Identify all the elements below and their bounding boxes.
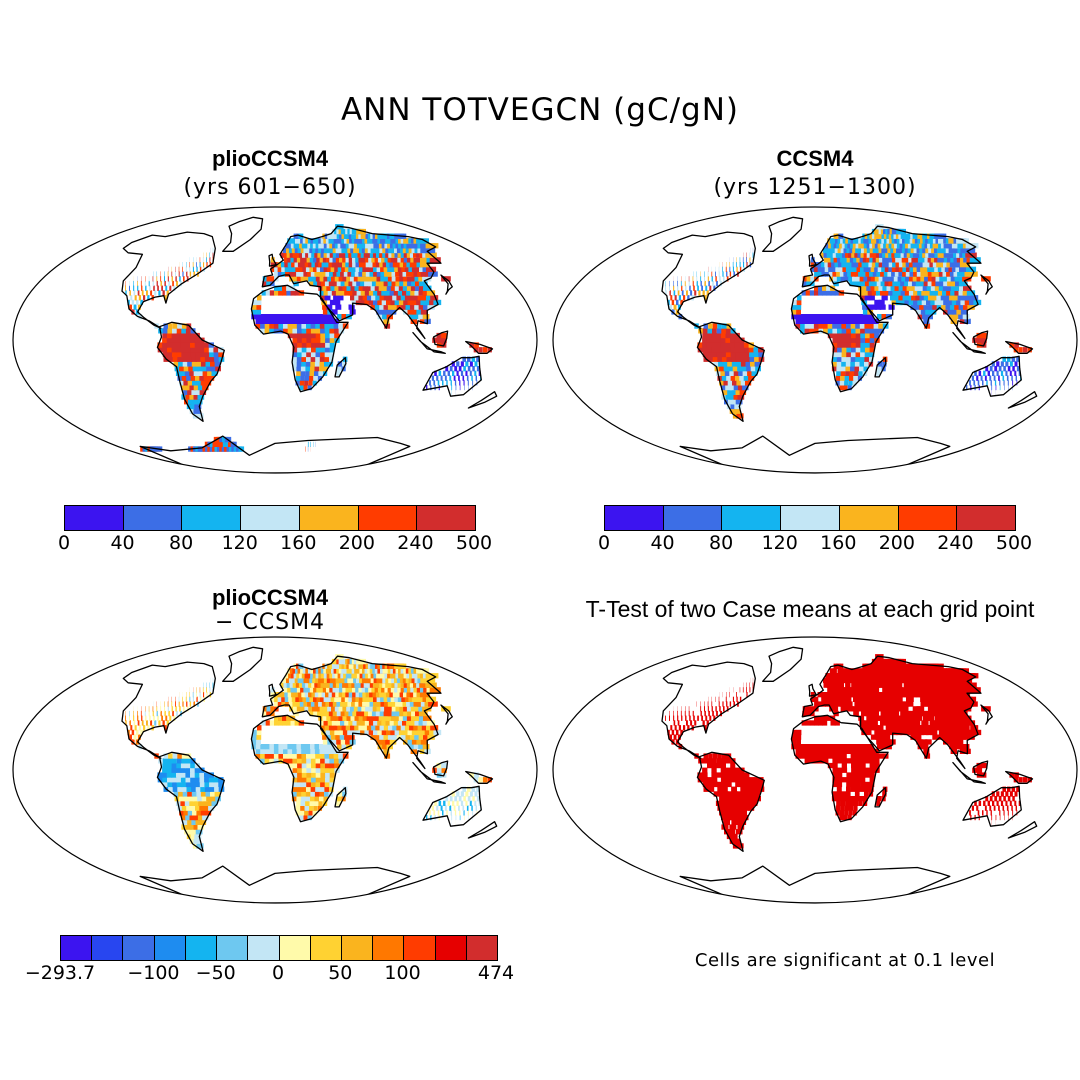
- panel1-subtitle: (yrs 601−650): [183, 175, 357, 200]
- colorbar-difference-swatch: [248, 936, 280, 960]
- colorbar-difference-tick-label: 474: [477, 962, 515, 984]
- colorbar-ccsm4-tick-label: 0: [597, 532, 611, 554]
- colorbar-difference-tick-label: −100: [127, 962, 180, 984]
- colorbar-difference-swatch: [341, 936, 374, 960]
- colorbar-ccsm4-tick-label: 120: [761, 532, 798, 554]
- colorbar-ccsm4-swatch: [722, 506, 782, 530]
- map-ttest: [552, 636, 1078, 904]
- colorbar-ccsm4-ticks: 0 40 80 120 160 200 240 500: [598, 532, 1032, 556]
- map-difference: [12, 636, 538, 904]
- colorbar-difference-tick-label: 0: [271, 962, 285, 984]
- colorbar-plioccsm4: [64, 505, 476, 531]
- colorbar-plioccsm4-swatch: [299, 506, 359, 530]
- significance-note: Cells are significant at 0.1 level: [694, 950, 996, 971]
- panel2-subtitle: (yrs 1251−1300): [713, 175, 917, 200]
- colorbar-difference: [60, 935, 498, 961]
- colorbar-difference-tick-label: −293.7: [24, 962, 96, 984]
- colorbar-plioccsm4-tick-label: 240: [397, 532, 434, 554]
- panel3-subtitle: − CCSM4: [214, 610, 326, 635]
- colorbar-ccsm4-tick-label: 240: [937, 532, 974, 554]
- colorbar-difference-ticks: −293.7 −100 −50 0 50 100 474: [25, 962, 514, 986]
- colorbar-ccsm4: [604, 505, 1016, 531]
- colorbar-plioccsm4-tick-label: 0: [57, 532, 71, 554]
- colorbar-ccsm4-tick-label: 200: [878, 532, 915, 554]
- figure-title: ANN TOTVEGCN (gC/gN): [340, 92, 740, 128]
- map-ccsm4: [552, 206, 1078, 474]
- colorbar-difference-swatch: [435, 936, 467, 960]
- panel4-title: T-Test of two Case means at each grid po…: [585, 596, 1035, 622]
- colorbar-plioccsm4-swatch: [123, 506, 183, 530]
- colorbar-plioccsm4-ticks: 0 40 80 120 160 200 240 500: [58, 532, 492, 556]
- colorbar-ccsm4-swatch: [898, 506, 958, 530]
- colorbar-difference-tick-label: −50: [195, 962, 236, 984]
- colorbar-difference-swatch: [279, 936, 311, 960]
- colorbar-plioccsm4-swatch: [182, 506, 242, 530]
- colorbar-difference-tick-label: 100: [384, 962, 421, 984]
- colorbar-ccsm4-swatch: [957, 506, 1016, 530]
- colorbar-ccsm4-tick-label: 80: [709, 532, 734, 554]
- map-plioccsm4: [12, 206, 538, 474]
- colorbar-ccsm4-swatch: [605, 506, 664, 530]
- colorbar-plioccsm4-swatch: [358, 506, 418, 530]
- colorbar-difference-swatch: [154, 936, 186, 960]
- colorbar-difference-swatch: [310, 936, 342, 960]
- colorbar-plioccsm4-swatch: [241, 506, 300, 530]
- colorbar-ccsm4-swatch: [781, 506, 840, 530]
- colorbar-plioccsm4-tick-label: 80: [169, 532, 194, 554]
- colorbar-difference-swatch: [61, 936, 93, 960]
- colorbar-ccsm4-tick-label: 40: [650, 532, 675, 554]
- panel3-title: plioCCSM4: [211, 585, 329, 610]
- colorbar-plioccsm4-tick-label: 40: [110, 532, 135, 554]
- colorbar-difference-swatch: [123, 936, 155, 960]
- colorbar-difference-swatch: [404, 936, 436, 960]
- colorbar-ccsm4-tick-label: 500: [995, 532, 1033, 554]
- panel2-title: CCSM4: [776, 146, 854, 171]
- colorbar-difference-swatch: [185, 936, 218, 960]
- colorbar-difference-swatch: [92, 936, 124, 960]
- colorbar-ccsm4-tick-label: 160: [820, 532, 857, 554]
- colorbar-plioccsm4-tick-label: 500: [455, 532, 493, 554]
- colorbar-difference-swatch: [466, 936, 498, 960]
- colorbar-ccsm4-swatch: [663, 506, 723, 530]
- colorbar-plioccsm4-swatch: [65, 506, 124, 530]
- colorbar-plioccsm4-tick-label: 160: [280, 532, 317, 554]
- colorbar-plioccsm4-swatch: [417, 506, 476, 530]
- colorbar-difference-swatch: [217, 936, 249, 960]
- colorbar-difference-swatch: [373, 936, 405, 960]
- colorbar-plioccsm4-tick-label: 120: [221, 532, 258, 554]
- colorbar-plioccsm4-tick-label: 200: [338, 532, 375, 554]
- colorbar-ccsm4-swatch: [839, 506, 899, 530]
- colorbar-difference-tick-label: 50: [328, 962, 353, 984]
- panel1-title: plioCCSM4: [211, 146, 329, 171]
